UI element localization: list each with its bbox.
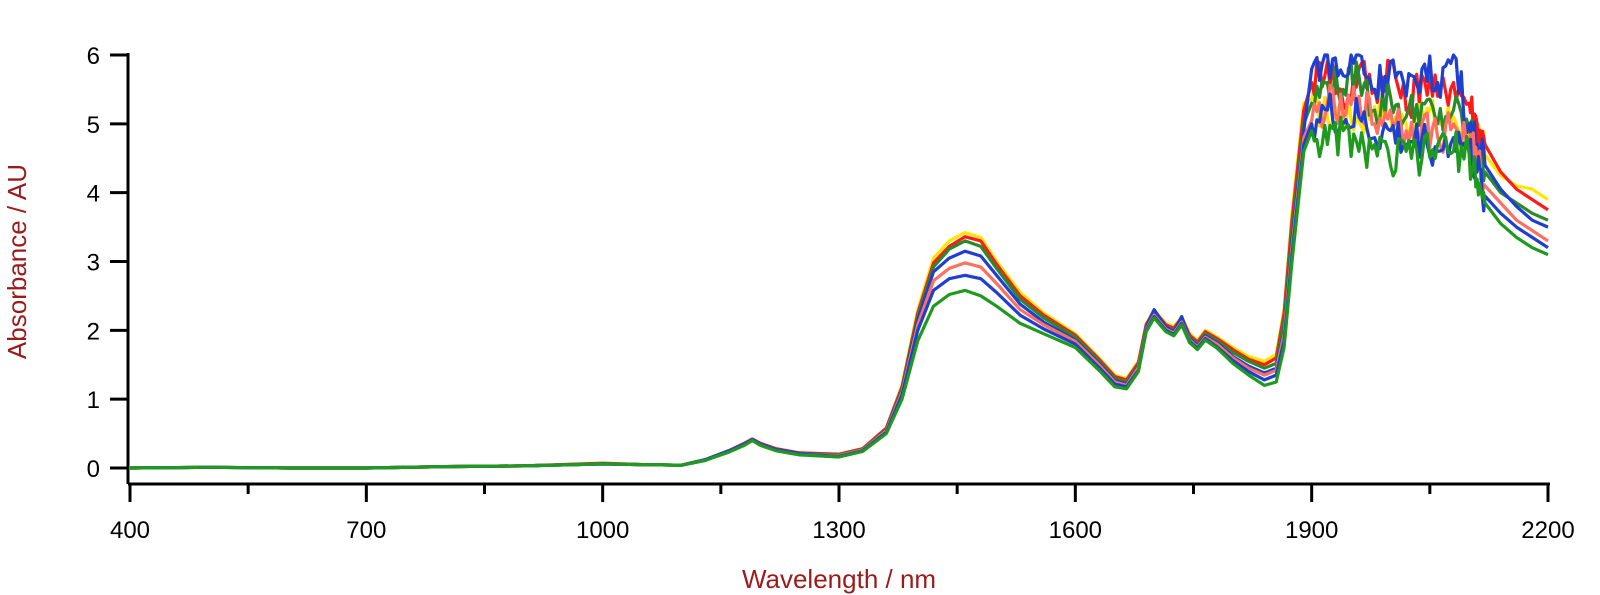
x-tick-label: 1600: [1049, 517, 1102, 544]
series-line: [129, 84, 1549, 470]
y-tick-label: 0: [87, 456, 100, 483]
series-line: [129, 53, 1549, 470]
x-tick-label: 400: [110, 517, 150, 544]
series-line: [129, 115, 1549, 470]
x-tick-label: 700: [346, 517, 386, 544]
y-tick-label: 3: [87, 250, 100, 277]
x-tick-label: 1000: [576, 517, 629, 544]
series-line: [129, 92, 1549, 470]
series-lines: [129, 53, 1549, 470]
y-tick-label: 2: [87, 318, 100, 345]
x-ticks: 400 700 1000 1300 1600 1900 2200: [110, 484, 1575, 544]
y-ticks: 0 1 2 3 4 5 6: [87, 43, 128, 483]
y-axis-title: Absorbance / AU: [2, 164, 32, 359]
series-line: [129, 83, 1549, 470]
y-tick-label: 1: [87, 387, 100, 414]
x-axis-title: Wavelength / nm: [742, 564, 936, 594]
y-tick-label: 5: [87, 112, 100, 139]
y-tick-label: 6: [87, 43, 100, 70]
y-tick-label: 4: [87, 181, 100, 208]
x-tick-label: 1300: [812, 517, 865, 544]
x-tick-label: 2200: [1521, 517, 1574, 544]
x-tick-label: 1900: [1285, 517, 1338, 544]
axes: 400 700 1000 1300 1600 1900 2200 0 1 2 3 4 5 6: [87, 43, 1575, 544]
